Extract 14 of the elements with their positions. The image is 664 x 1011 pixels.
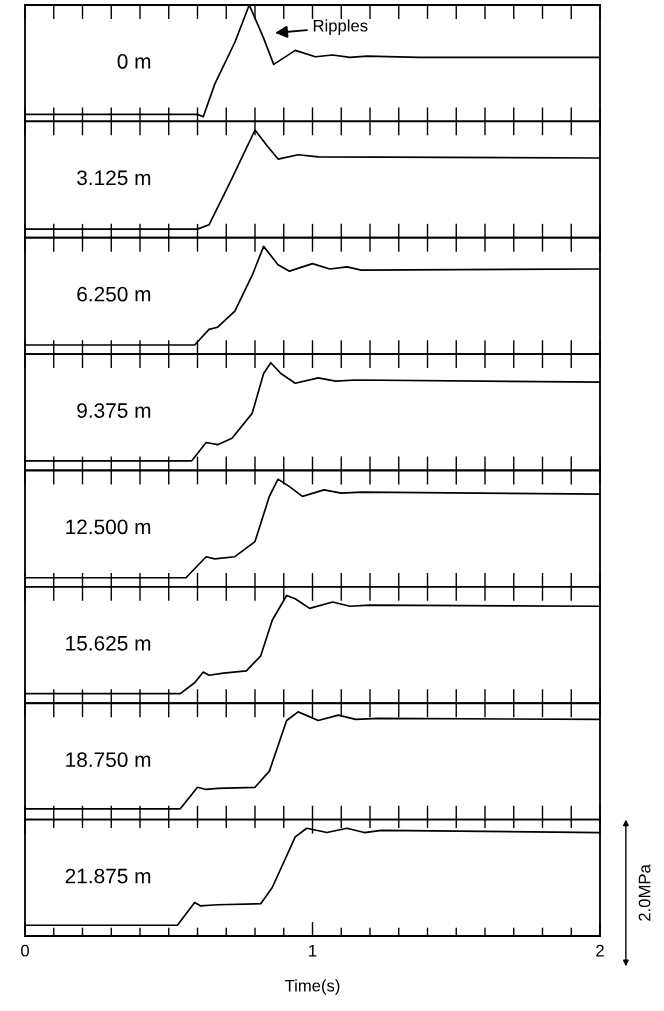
annotation: 3.125 m <box>77 170 151 186</box>
annotation: 18.750 m <box>66 752 151 768</box>
x-tick-label: 1 <box>309 944 317 957</box>
text: 2.0MPa <box>638 864 651 921</box>
annotation: Ripples <box>313 19 368 35</box>
annotation: 15.625 m <box>66 635 151 651</box>
annotation: 9.375 m <box>77 403 151 418</box>
annotation: 12.500 m <box>66 519 151 535</box>
annotation: 0 m <box>117 54 151 69</box>
annotation: 6.250 m <box>77 286 151 302</box>
x-tick-label: 2 <box>596 944 604 957</box>
annotation: 21.875 m <box>65 868 151 884</box>
x-axis-title: Time(s) <box>284 979 340 995</box>
x-tick-label: 0 <box>21 944 29 957</box>
